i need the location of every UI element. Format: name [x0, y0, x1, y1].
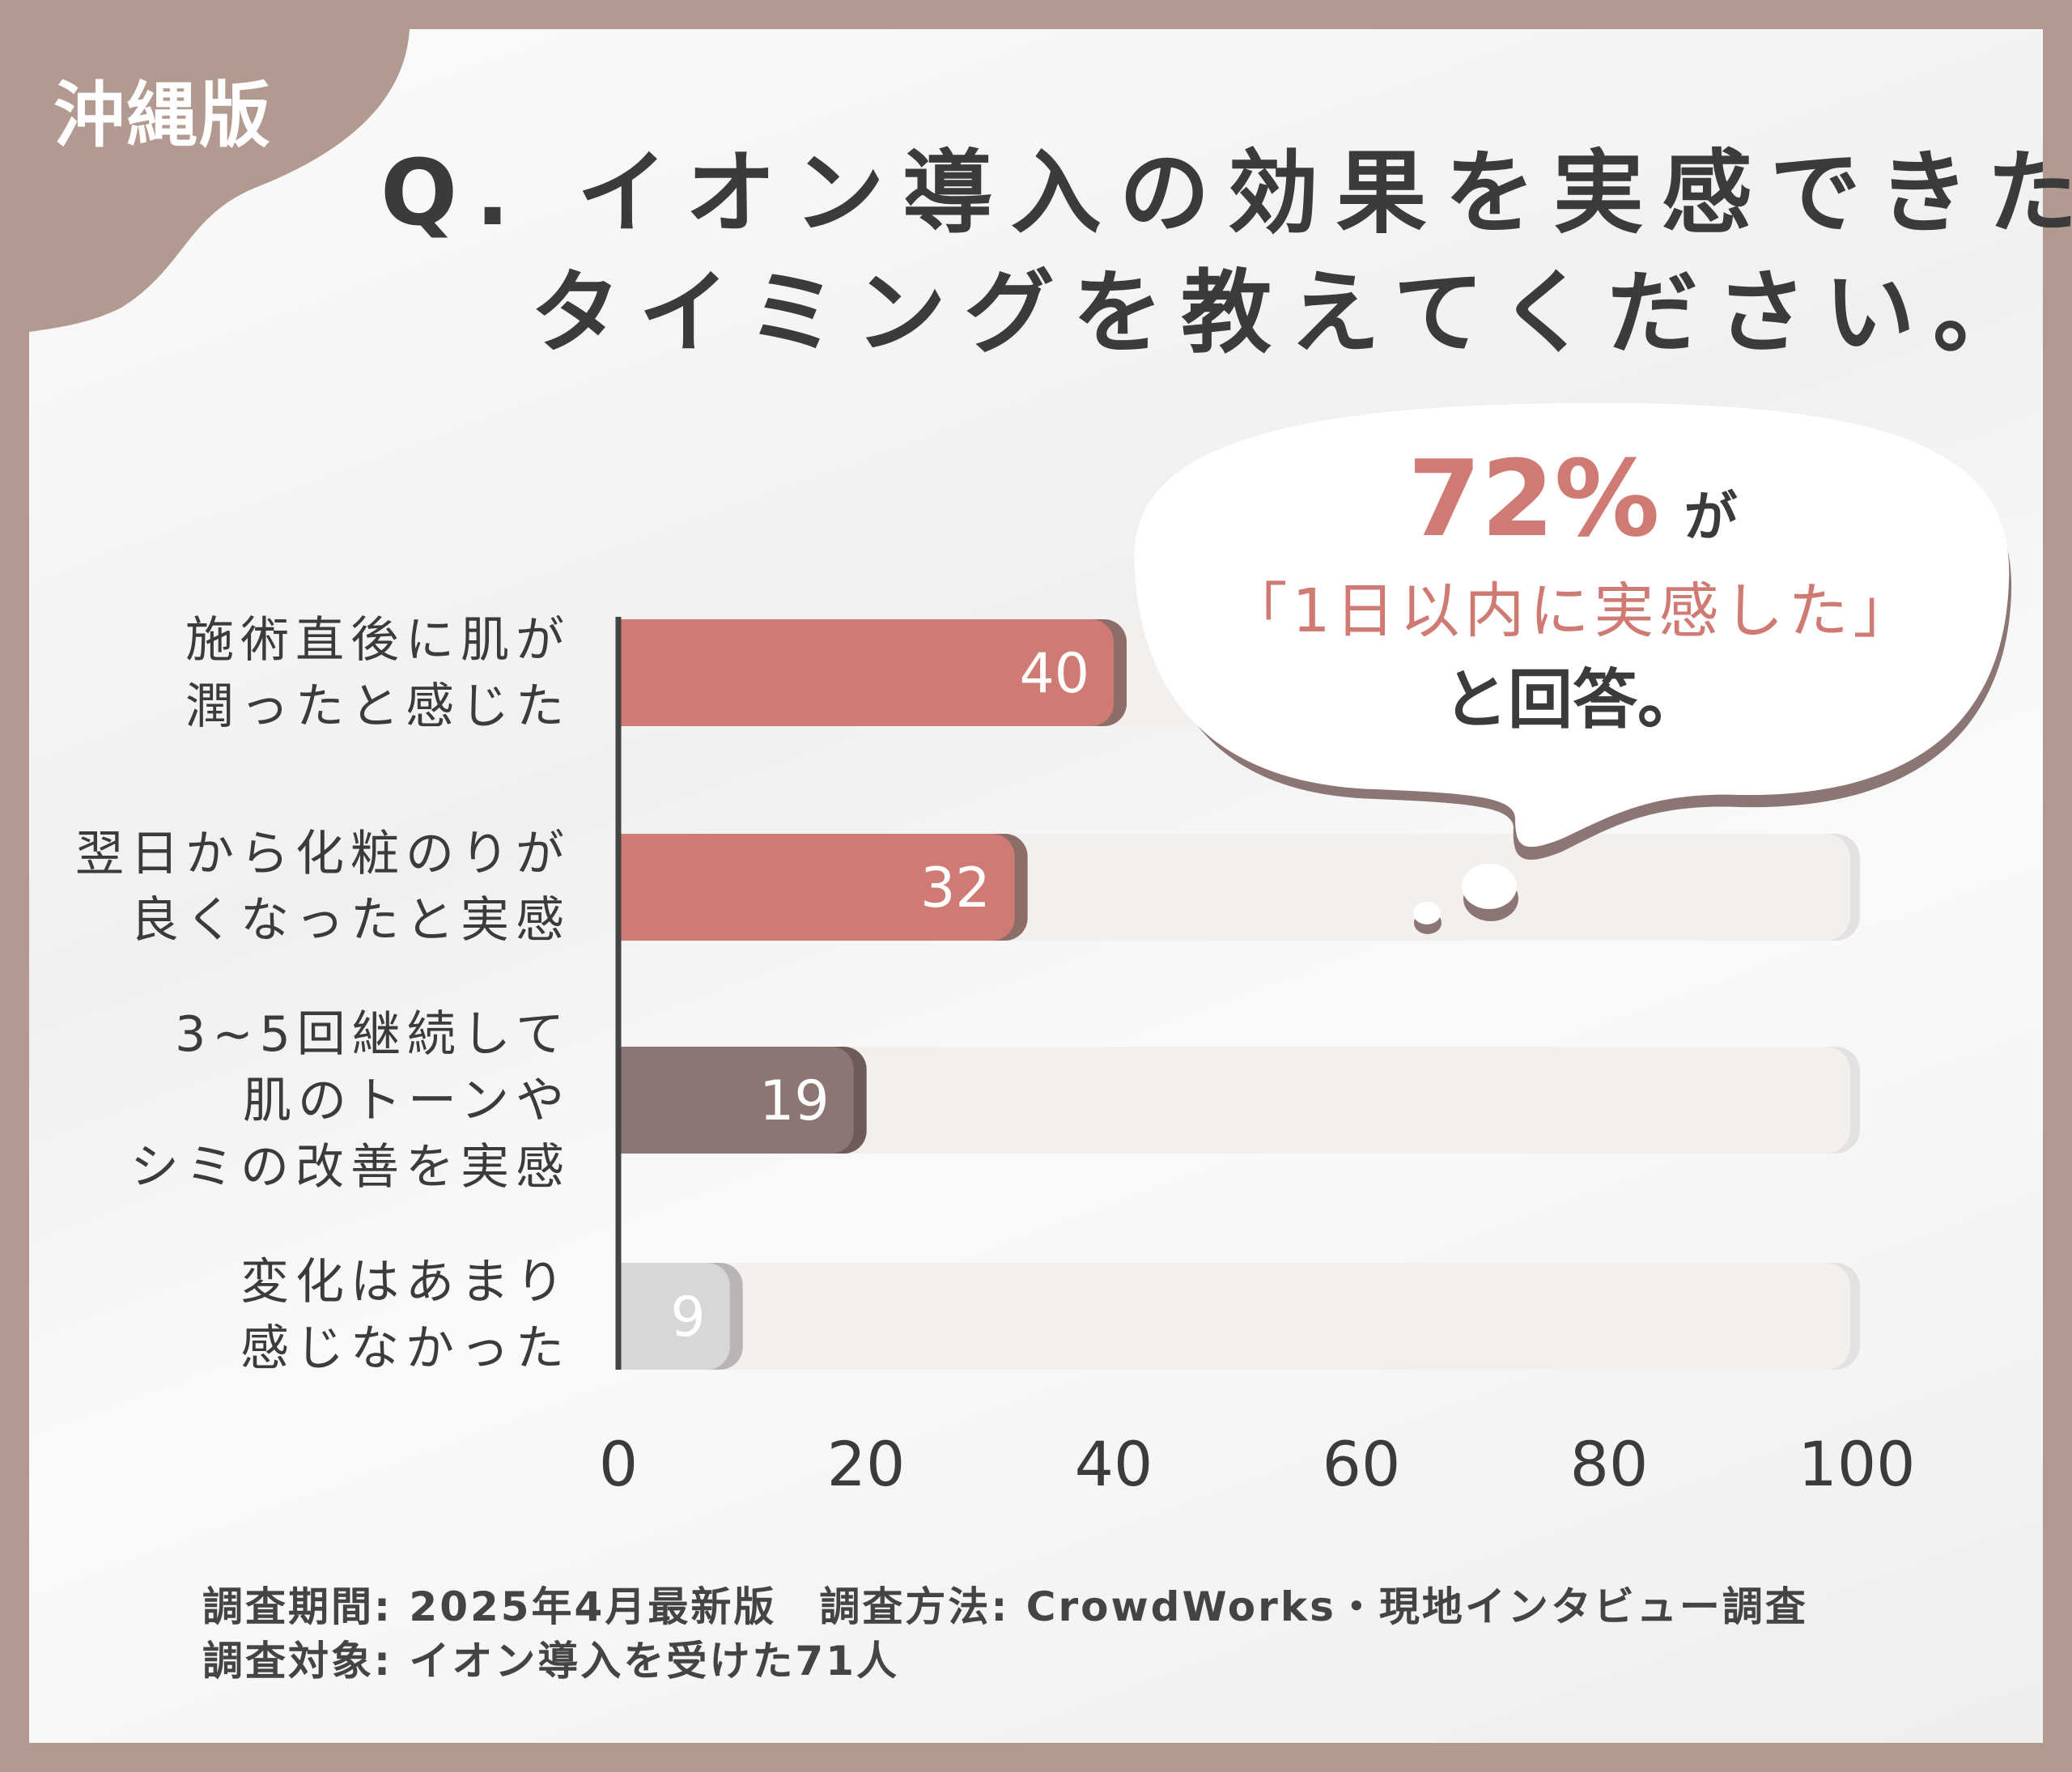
- callout-percent: 72%: [1408, 437, 1660, 560]
- x-tick-label: 60: [1323, 1428, 1401, 1500]
- corner-badge-shape: [29, 29, 410, 332]
- page-title-line2: タイミングを教えてください。: [530, 261, 2042, 366]
- page-title-line1: Q. イオン導入の効果を実感できた: [380, 141, 2072, 246]
- thought-dot-large: [1462, 864, 1517, 909]
- callout-quote: 「1日以内に実感した」: [1227, 576, 1918, 646]
- category-label-line: 良くなったと実感: [130, 892, 571, 949]
- bar-base: [618, 834, 667, 941]
- bar: [618, 619, 1114, 726]
- thought-dot-small: [1413, 902, 1441, 924]
- category-label: 翌日から化粧のりが良くなったと実感: [75, 821, 571, 954]
- category-label-line: 翌日から化粧のりが: [75, 826, 571, 882]
- callout-ending: と回答。: [1443, 662, 1702, 737]
- bar-value-label: 32: [920, 856, 991, 920]
- x-tick-label: 80: [1570, 1428, 1649, 1500]
- footer-survey-info: 調査期間: 2025年4月最新版 調査方法: CrowdWorks・現地インタビ…: [202, 1583, 1808, 1630]
- footer-survey-target: 調査対象: イオン導入を受けた71人: [202, 1638, 899, 1685]
- bar-base: [618, 619, 667, 726]
- x-tick-label: 100: [1798, 1428, 1915, 1500]
- callout-headline: 72% が: [1134, 437, 2011, 560]
- category-label-line: シミの改善を実感: [130, 1139, 571, 1196]
- bar-track: [618, 1263, 1850, 1370]
- category-label: 施術直後に肌が 潤ったと感じた: [185, 607, 571, 740]
- region-badge: 沖縄版: [53, 74, 273, 157]
- bar: [618, 834, 1015, 941]
- x-tick-label: 0: [599, 1428, 638, 1500]
- callout-particle: が: [1684, 486, 1738, 548]
- bar: [618, 1047, 854, 1154]
- bar-base: [618, 1263, 667, 1370]
- category-label: 3~5回継続して肌のトーンやシミの改善を実感: [130, 1001, 571, 1200]
- x-tick-label: 40: [1075, 1428, 1153, 1500]
- bar-track: [618, 1047, 1850, 1154]
- category-label-line: 感じなかった: [240, 1320, 571, 1377]
- category-label: 変化はあまり 感じなかった: [240, 1249, 571, 1382]
- x-tick-label: 20: [827, 1428, 906, 1500]
- category-label-line: 変化はあまり: [240, 1254, 571, 1311]
- bar-value-label: 40: [1019, 642, 1089, 706]
- bar-value-label: 9: [670, 1285, 705, 1349]
- category-label-line: 肌のトーンや: [243, 1073, 571, 1129]
- category-label-line: 3~5回継続して: [175, 1006, 571, 1063]
- bar-base: [618, 1047, 667, 1154]
- callout-bubble: [1134, 402, 2010, 848]
- category-label-line: 潤ったと感じた: [185, 678, 571, 735]
- bar-value-label: 19: [759, 1069, 830, 1133]
- category-label-line: 施術直後に肌が: [185, 612, 571, 669]
